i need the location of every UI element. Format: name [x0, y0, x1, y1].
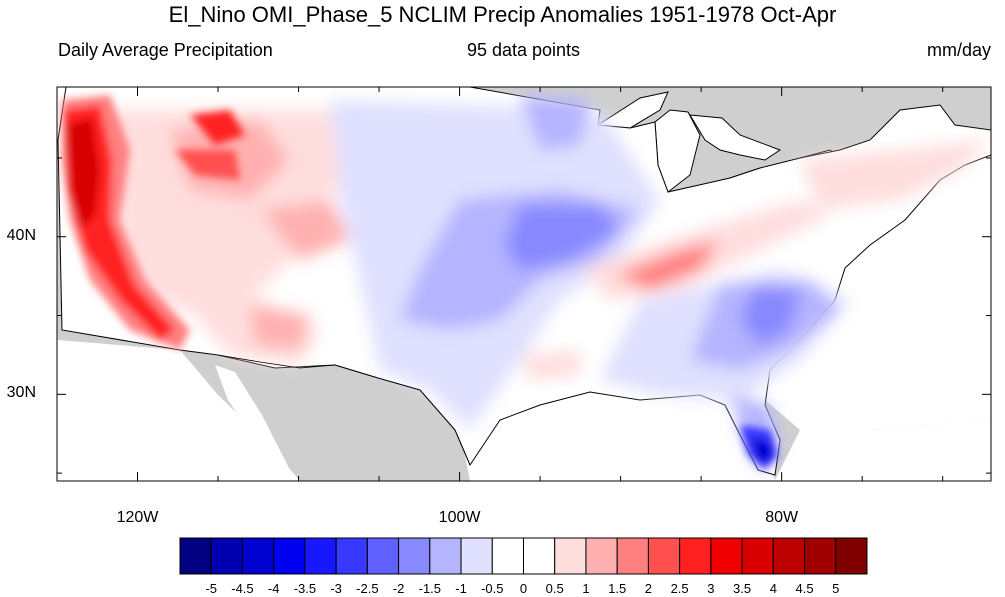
- west-coast-maximum: [62, 95, 245, 350]
- colorbar-label: 1.5: [608, 581, 627, 596]
- precip-anomaly-field: [57, 87, 991, 476]
- colorbar-swatch: [460, 537, 493, 575]
- colorbar-swatch: [335, 537, 368, 575]
- colorbar-label: 3: [707, 581, 715, 596]
- colorbar-swatch: [772, 537, 806, 575]
- pacific-ocean: [57, 87, 66, 481]
- colorbar-label: 2.5: [670, 581, 689, 596]
- colorbar-swatch: [366, 537, 400, 575]
- map-plot-area: [57, 87, 991, 481]
- colorbar-swatch: [616, 537, 649, 575]
- plot-frame: [56, 86, 992, 482]
- units-label: mm/day: [926, 40, 991, 60]
- colorbar-swatch: [304, 537, 337, 575]
- colorbar-label: 0.5: [545, 581, 564, 596]
- lon-label: 80W: [765, 509, 799, 526]
- us-mexico-border: [217, 354, 471, 466]
- gulf-of-mexico: [455, 392, 991, 481]
- colorbar-label: -3.5: [293, 581, 317, 596]
- lon-label: 120W: [116, 509, 159, 526]
- colorbar-label: 5: [832, 581, 840, 596]
- colorbar-swatch: [523, 537, 556, 575]
- colorbar-swatch: [491, 537, 525, 575]
- lon-label: 100W: [438, 509, 481, 526]
- colorbar-swatch: [429, 537, 462, 575]
- colorbar: [179, 537, 868, 575]
- colorbar-swatch: [398, 537, 431, 575]
- atlantic-ocean: [765, 145, 991, 430]
- colorbar-label: 4.5: [795, 581, 814, 596]
- lake-huron: [689, 114, 782, 161]
- colorbar-label: 4: [769, 581, 777, 596]
- axis-ticks: [56, 87, 991, 481]
- subtitle-left: Daily Average Precipitation: [58, 40, 273, 60]
- colorbar-swatch: [741, 537, 774, 575]
- colorbar-swatch: [835, 537, 868, 575]
- colorbar-swatch: [241, 537, 275, 575]
- colorbar-label: -1: [455, 581, 467, 596]
- colorbar-swatch: [210, 537, 243, 575]
- lat-label: 40N: [6, 226, 36, 244]
- colorbar-swatch: [647, 537, 681, 575]
- colorbar-label: 3.5: [733, 581, 752, 596]
- colorbar-label: -5: [205, 581, 217, 596]
- lat-label: 30N: [6, 384, 36, 402]
- map-title: El_Nino OMI_Phase_5 NCLIM Precip Anomali…: [168, 2, 837, 27]
- colorbar-label: -3: [330, 581, 342, 596]
- colorbar-label: -2.5: [356, 581, 379, 596]
- colorbar-label: -1.5: [418, 581, 442, 596]
- colorbar-label: -4: [267, 581, 280, 596]
- gulf-of-california: [215, 365, 300, 481]
- colorbar-swatch: [585, 537, 618, 575]
- colorbar-label: 1: [582, 581, 590, 596]
- subtitle-center: 95 data points: [466, 40, 581, 60]
- colorbar-swatch: [179, 537, 212, 575]
- colorbar-swatch: [554, 537, 587, 575]
- pacific-ocean-south: [57, 340, 300, 481]
- colorbar-swatch: [710, 537, 743, 575]
- colorbar-swatch: [273, 537, 306, 575]
- colorbar-swatch: [804, 537, 837, 575]
- florida-minimum: [740, 425, 778, 470]
- colorbar-label: -2: [392, 581, 405, 596]
- colorbar-label: 0: [519, 581, 528, 596]
- colorbar-swatch: [679, 537, 712, 575]
- colorbar-label: 2: [644, 581, 653, 596]
- colorbar-label: -0.5: [481, 581, 504, 596]
- colorbar-label: -4.5: [231, 581, 254, 596]
